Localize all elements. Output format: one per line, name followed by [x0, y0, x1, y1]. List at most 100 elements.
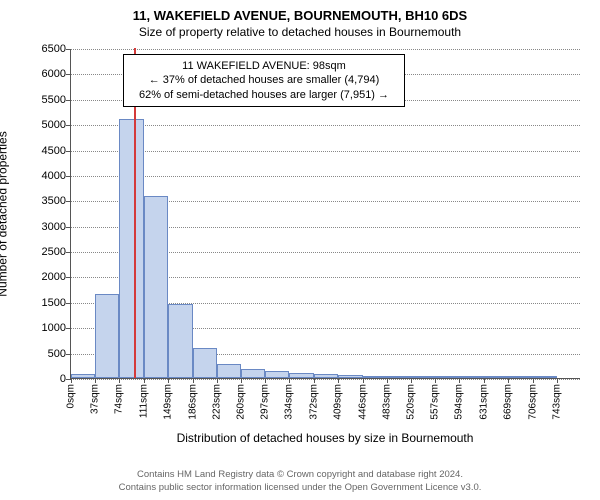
- y-tick-mark: [66, 49, 71, 50]
- y-tick-mark: [66, 176, 71, 177]
- histogram-bar: [71, 374, 95, 378]
- x-tick-mark: [265, 378, 266, 383]
- x-tick-mark: [338, 378, 339, 383]
- chart-container: 11, WAKEFIELD AVENUE, BOURNEMOUTH, BH10 …: [0, 0, 600, 500]
- x-tick-label: 297sqm: [260, 384, 271, 420]
- x-tick-mark: [71, 378, 72, 383]
- histogram-bar: [387, 376, 411, 378]
- grid-line: [71, 125, 580, 126]
- x-tick-label: 409sqm: [333, 384, 344, 420]
- grid-line: [71, 151, 580, 152]
- histogram-bar: [289, 373, 313, 378]
- x-tick-mark: [387, 378, 388, 383]
- y-tick-label: 500: [48, 348, 66, 360]
- histogram-bar: [119, 119, 143, 378]
- y-tick-mark: [66, 328, 71, 329]
- histogram-bar: [193, 348, 217, 378]
- histogram-bar: [241, 369, 265, 378]
- y-tick-label: 1000: [42, 322, 66, 334]
- x-tick-label: 743sqm: [551, 384, 562, 420]
- footer-line-2: Contains public sector information licen…: [0, 482, 600, 494]
- attribution-footer: Contains HM Land Registry data © Crown c…: [0, 469, 600, 494]
- chart-subtitle: Size of property relative to detached ho…: [0, 23, 600, 39]
- histogram-bar: [459, 376, 483, 378]
- y-tick-label: 1500: [42, 297, 66, 309]
- y-tick-mark: [66, 277, 71, 278]
- y-tick-mark: [66, 227, 71, 228]
- x-tick-label: 594sqm: [454, 384, 465, 420]
- x-tick-label: 520sqm: [406, 384, 417, 420]
- grid-line: [71, 176, 580, 177]
- y-tick-label: 5000: [42, 119, 66, 131]
- histogram-bar: [484, 376, 508, 378]
- x-tick-label: 557sqm: [430, 384, 441, 420]
- y-tick-mark: [66, 74, 71, 75]
- y-tick-mark: [66, 100, 71, 101]
- x-tick-label: 669sqm: [503, 384, 514, 420]
- x-tick-label: 37sqm: [90, 384, 101, 414]
- x-tick-label: 186sqm: [187, 384, 198, 420]
- chart-title: 11, WAKEFIELD AVENUE, BOURNEMOUTH, BH10 …: [0, 0, 600, 23]
- x-tick-label: 0sqm: [66, 384, 77, 408]
- y-tick-label: 4500: [42, 145, 66, 157]
- histogram-bar: [144, 196, 168, 378]
- x-tick-label: 111sqm: [138, 384, 149, 418]
- x-tick-label: 334sqm: [284, 384, 295, 420]
- y-tick-label: 2000: [42, 271, 66, 283]
- x-tick-mark: [217, 378, 218, 383]
- histogram-bar: [217, 364, 241, 378]
- annotation-line-1: 11 WAKEFIELD AVENUE: 98sqm: [132, 59, 396, 73]
- y-tick-mark: [66, 252, 71, 253]
- annotation-box: 11 WAKEFIELD AVENUE: 98sqm ← 37% of deta…: [123, 54, 405, 107]
- x-tick-label: 223sqm: [211, 384, 222, 420]
- y-tick-label: 3000: [42, 221, 66, 233]
- y-tick-label: 3500: [42, 195, 66, 207]
- y-tick-mark: [66, 303, 71, 304]
- x-tick-label: 372sqm: [309, 384, 320, 420]
- histogram-bar: [338, 375, 362, 378]
- x-tick-mark: [289, 378, 290, 383]
- histogram-bar: [411, 376, 435, 378]
- y-tick-mark: [66, 125, 71, 126]
- histogram-bar: [533, 376, 557, 378]
- x-tick-mark: [144, 378, 145, 383]
- y-tick-label: 6000: [42, 68, 66, 80]
- histogram-bar: [265, 371, 289, 378]
- y-tick-mark: [66, 201, 71, 202]
- y-tick-label: 5500: [42, 94, 66, 106]
- x-tick-mark: [557, 378, 558, 383]
- y-tick-label: 4000: [42, 170, 66, 182]
- y-tick-label: 6500: [42, 43, 66, 55]
- histogram-bar: [363, 376, 387, 378]
- x-tick-mark: [411, 378, 412, 383]
- x-tick-mark: [119, 378, 120, 383]
- x-tick-label: 74sqm: [114, 384, 125, 414]
- grid-line: [71, 379, 580, 380]
- x-tick-mark: [363, 378, 364, 383]
- x-tick-mark: [533, 378, 534, 383]
- x-tick-label: 149sqm: [163, 384, 174, 420]
- x-tick-mark: [484, 378, 485, 383]
- y-tick-label: 2500: [42, 246, 66, 258]
- histogram-bar: [508, 376, 532, 378]
- grid-line: [71, 49, 580, 50]
- annotation-line-3: 62% of semi-detached houses are larger (…: [132, 88, 396, 102]
- y-axis-label: Number of detached properties: [0, 131, 9, 296]
- x-tick-label: 446sqm: [357, 384, 368, 420]
- footer-line-1: Contains HM Land Registry data © Crown c…: [0, 469, 600, 481]
- annotation-line-2: ← 37% of detached houses are smaller (4,…: [132, 73, 396, 87]
- x-tick-mark: [168, 378, 169, 383]
- x-axis-label: Distribution of detached houses by size …: [70, 431, 580, 445]
- x-tick-mark: [508, 378, 509, 383]
- histogram-bar: [435, 376, 459, 378]
- x-tick-mark: [193, 378, 194, 383]
- x-tick-mark: [459, 378, 460, 383]
- histogram-bar: [314, 374, 338, 378]
- x-tick-label: 260sqm: [236, 384, 247, 420]
- x-tick-mark: [95, 378, 96, 383]
- y-tick-mark: [66, 354, 71, 355]
- x-tick-label: 483sqm: [381, 384, 392, 420]
- y-tick-mark: [66, 151, 71, 152]
- x-tick-label: 631sqm: [478, 384, 489, 420]
- histogram-bar: [95, 294, 119, 378]
